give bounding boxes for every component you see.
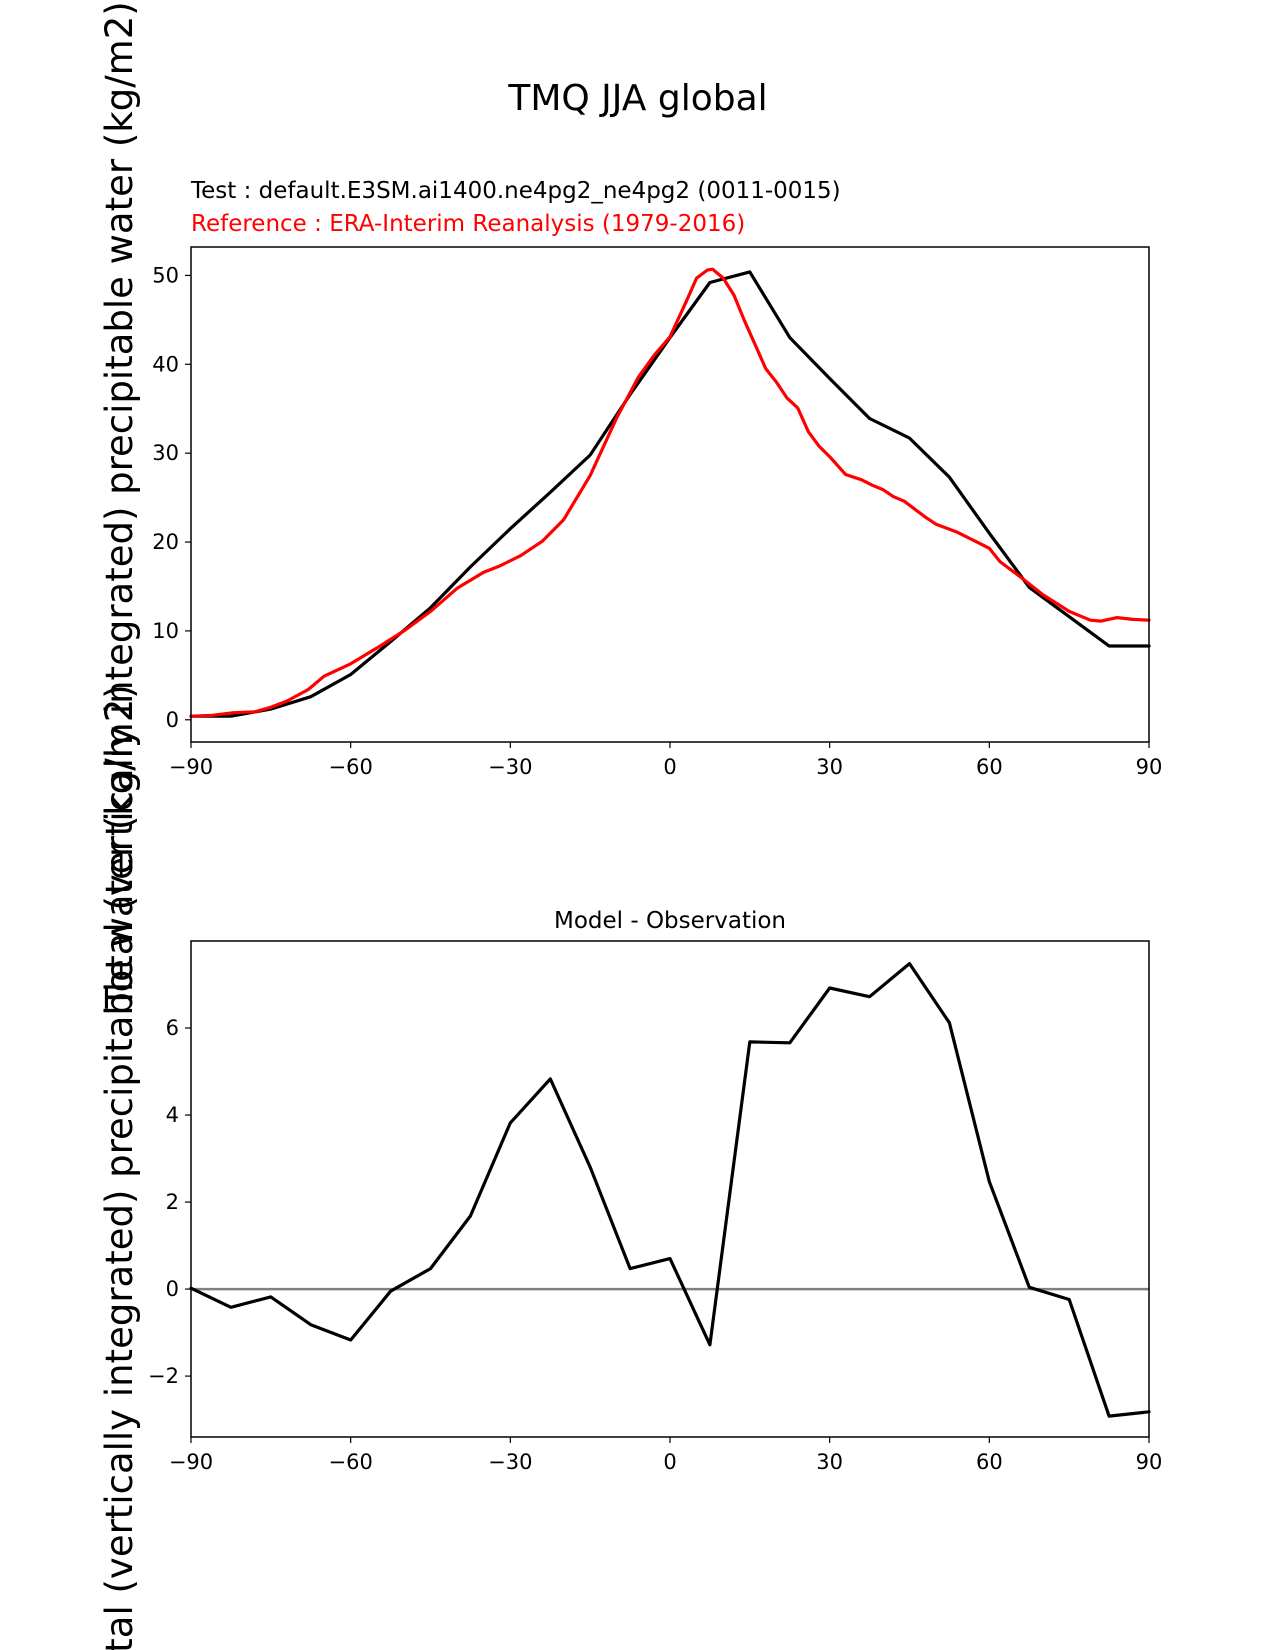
bottom-x-tick-label: 60 xyxy=(976,1450,1003,1474)
bottom-x-tick-label: −30 xyxy=(488,1450,532,1474)
y-axis-label: Total (vertically integrated) precipitab… xyxy=(98,1,141,1009)
bottom-x-tick-label: 30 xyxy=(816,1450,843,1474)
bottom-y-tick-label: 6 xyxy=(166,1016,179,1040)
y-axis-label: Total (vertically integrated) precipitab… xyxy=(98,684,141,1650)
bottom-y-tick-label: −2 xyxy=(148,1364,179,1388)
zonal-mean-panel: Test : default.E3SM.ai1400.ne4pg2_ne4pg2… xyxy=(98,1,1162,1009)
bottom-x-tick-label: 0 xyxy=(663,1450,676,1474)
top-y-tick-label: 40 xyxy=(152,352,179,376)
series-line-reference xyxy=(189,267,1151,718)
top-plot-frame xyxy=(190,246,1150,743)
bottom-axis-ticks: −90 −60 −30 0 30 60 90 −2 0 2 4 6 xyxy=(148,1016,1162,1474)
top-y-tick-label: 50 xyxy=(152,263,179,287)
top-x-tick-label: 0 xyxy=(663,755,676,779)
top-x-tick-label: 90 xyxy=(1136,755,1163,779)
top-axis-ticks: −90 −60 −30 0 30 60 90 0 10 20 30 40 50 xyxy=(152,263,1162,779)
series-line-model-observation xyxy=(189,961,1151,1418)
bottom-x-tick-label: −60 xyxy=(329,1450,373,1474)
bottom-x-tick-label: 90 xyxy=(1136,1450,1163,1474)
difference-panel: Model - Observation Total (vertically in… xyxy=(98,684,1162,1650)
reference-label: Reference : ERA-Interim Reanalysis (1979… xyxy=(191,211,745,237)
top-y-tick-label: 0 xyxy=(166,708,179,732)
top-y-tick-label: 10 xyxy=(152,619,179,643)
bottom-x-tick-label: −90 xyxy=(169,1450,213,1474)
top-y-tick-label: 20 xyxy=(152,530,179,554)
bottom-plot-frame xyxy=(190,940,1150,1438)
top-series-lines xyxy=(189,267,1151,718)
bottom-series-lines xyxy=(189,961,1151,1418)
bottom-y-tick-label: 0 xyxy=(166,1277,179,1301)
top-x-tick-label: 30 xyxy=(816,755,843,779)
bottom-y-tick-label: 2 xyxy=(166,1190,179,1214)
bottom-y-tick-label: 4 xyxy=(166,1103,179,1127)
figure-title: TMQ JJA global xyxy=(507,78,767,119)
top-y-tick-label: 30 xyxy=(152,441,179,465)
top-x-tick-label: −60 xyxy=(329,755,373,779)
test-label: Test : default.E3SM.ai1400.ne4pg2_ne4pg2… xyxy=(190,178,841,204)
top-x-tick-label: −30 xyxy=(488,755,532,779)
difference-title: Model - Observation xyxy=(554,908,786,934)
top-x-tick-label: −90 xyxy=(169,755,213,779)
top-x-tick-label: 60 xyxy=(976,755,1003,779)
